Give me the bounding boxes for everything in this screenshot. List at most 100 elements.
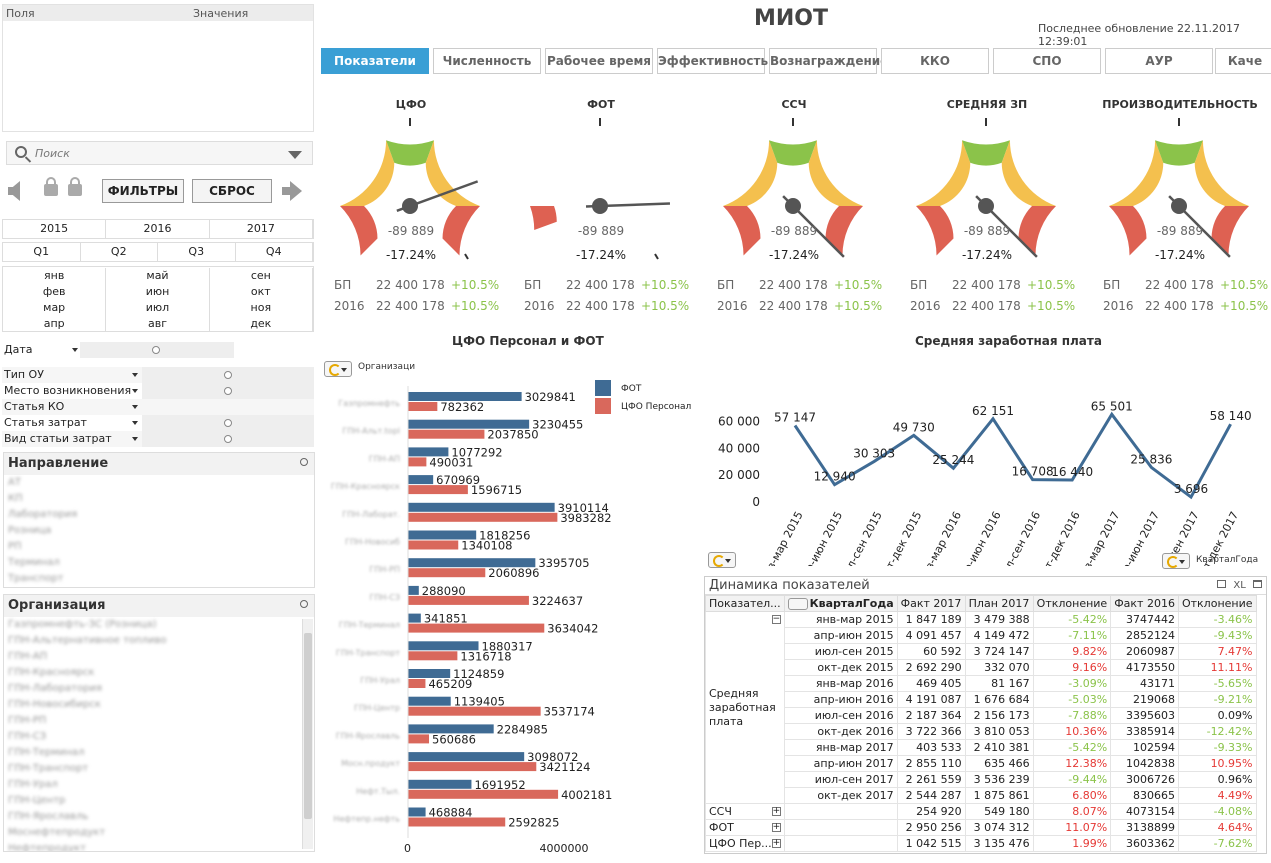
list-item[interactable]: Нефтепродукт [8, 843, 86, 852]
chevron-down-icon[interactable] [132, 405, 138, 409]
bar[interactable] [408, 419, 530, 429]
cycle-dimension-button[interactable] [708, 552, 736, 568]
list-item[interactable]: ГПН-Урал [8, 779, 58, 790]
list-item[interactable]: РП [8, 541, 22, 552]
list-item[interactable]: Лаборатория [8, 509, 78, 520]
slider-knob[interactable] [152, 346, 160, 354]
tab-item[interactable]: Каче [1215, 48, 1271, 74]
chevron-down-icon[interactable] [132, 389, 138, 393]
column-header[interactable]: Отклонение [1177, 595, 1257, 612]
bar[interactable] [408, 447, 449, 457]
list-item[interactable]: ГПН-Красноярск [8, 667, 95, 678]
month-item[interactable]: янв [3, 268, 107, 284]
scrollbar-thumb[interactable] [304, 633, 312, 819]
selector-row[interactable]: Тип ОУ [2, 367, 314, 383]
bar[interactable] [408, 512, 558, 522]
chevron-down-icon[interactable] [132, 437, 138, 441]
year-2015[interactable]: 2015 [3, 220, 107, 238]
month-item[interactable]: июн [106, 284, 210, 300]
month-item[interactable]: апр [3, 316, 107, 332]
tab-item[interactable]: Вознаграждение [769, 48, 888, 74]
quarter-Q1[interactable]: Q1 [3, 243, 81, 261]
bar[interactable] [408, 429, 485, 439]
back-arrow-icon[interactable] [8, 181, 20, 201]
list-item[interactable]: КП [8, 493, 23, 504]
list-item[interactable]: ГПН-СЗ [8, 731, 47, 742]
lock-icon[interactable] [44, 177, 58, 196]
list-item[interactable]: АТ [8, 477, 21, 488]
bar[interactable] [408, 779, 472, 789]
selector-row[interactable]: Место возникновения [2, 383, 314, 399]
tab-item[interactable]: СПО [993, 48, 1101, 74]
bar[interactable] [408, 475, 434, 485]
list-item[interactable]: ГПН-Новосибирск [8, 699, 101, 710]
expand-icon[interactable]: + [771, 806, 781, 816]
tab-item[interactable]: Эффективность [657, 48, 768, 74]
month-item[interactable]: дек [210, 316, 313, 332]
month-item[interactable]: май [106, 268, 210, 284]
bar[interactable] [408, 540, 459, 550]
month-item[interactable]: июл [106, 300, 210, 316]
tab-item[interactable]: Рабочее время [545, 48, 653, 74]
bar[interactable] [408, 669, 451, 678]
bar[interactable] [408, 706, 541, 716]
search-icon[interactable] [300, 458, 308, 466]
list-item[interactable]: ГПН-Терминал [8, 747, 85, 758]
bar[interactable] [408, 402, 438, 411]
bar[interactable] [408, 568, 486, 578]
list-item[interactable]: Розница [8, 525, 52, 536]
column-header[interactable]: Факт 2017 [896, 595, 966, 612]
print-icon[interactable] [1217, 580, 1227, 588]
cycle-dimension-button[interactable] [1162, 553, 1190, 569]
list-item[interactable]: Газпромнефть-ЗС (Розница) [8, 619, 157, 630]
bar[interactable] [408, 724, 494, 734]
bar[interactable] [408, 558, 536, 568]
tab-item[interactable]: Численность [433, 48, 541, 74]
bar[interactable] [408, 679, 426, 688]
chevron-down-icon[interactable] [132, 421, 138, 425]
column-header[interactable]: Показател... [705, 595, 785, 612]
month-item[interactable]: сен [210, 268, 313, 284]
column-header[interactable]: Отклонение [1032, 595, 1112, 612]
bar[interactable] [408, 457, 427, 467]
forward-arrow-icon[interactable] [282, 181, 302, 201]
bar[interactable] [408, 696, 451, 706]
column-header[interactable]: Факт 2016 [1110, 595, 1179, 612]
unlock-icon[interactable] [68, 177, 82, 196]
chevron-down-icon[interactable] [72, 348, 78, 352]
slider-knob[interactable] [224, 387, 232, 395]
list-item[interactable]: ГПН-Ярославль [8, 811, 89, 822]
bar[interactable] [408, 651, 458, 661]
month-item[interactable]: фев [3, 284, 107, 300]
column-header[interactable]: КварталГода [783, 595, 898, 612]
tab-item[interactable]: Показатели [321, 48, 429, 74]
bar[interactable] [408, 502, 555, 512]
slider-knob[interactable] [224, 371, 232, 379]
list-item[interactable]: ГПН-Транспорт [8, 763, 89, 774]
bar[interactable] [408, 530, 477, 540]
search-box[interactable]: Поиск [6, 141, 313, 165]
month-item[interactable]: окт [210, 284, 313, 300]
chevron-down-icon[interactable] [288, 151, 302, 159]
slider-knob[interactable] [224, 435, 232, 443]
reset-button[interactable]: СБРОС [192, 179, 272, 203]
bar[interactable] [408, 392, 522, 401]
list-item[interactable]: ГПН-АП [8, 651, 48, 662]
bar[interactable] [408, 641, 479, 651]
bar[interactable] [408, 623, 545, 633]
cycle-dimension-button[interactable] [787, 598, 808, 610]
selector-row[interactable]: Вид статьи затрат [2, 431, 314, 447]
expand-icon[interactable]: + [771, 822, 781, 832]
column-header[interactable]: План 2017 [964, 595, 1034, 612]
search-input[interactable]: Поиск [35, 147, 70, 160]
bar[interactable] [408, 585, 419, 595]
bar[interactable] [408, 595, 529, 605]
maximize-icon[interactable] [1253, 580, 1262, 588]
search-icon[interactable] [300, 600, 308, 608]
bar[interactable] [408, 485, 468, 495]
series-line[interactable] [793, 411, 1232, 500]
org-scrollbar[interactable] [302, 619, 313, 849]
list-item[interactable]: Моснефтепродукт [8, 827, 106, 838]
tab-item[interactable]: ККО [881, 48, 989, 74]
month-item[interactable]: ноя [210, 300, 313, 316]
